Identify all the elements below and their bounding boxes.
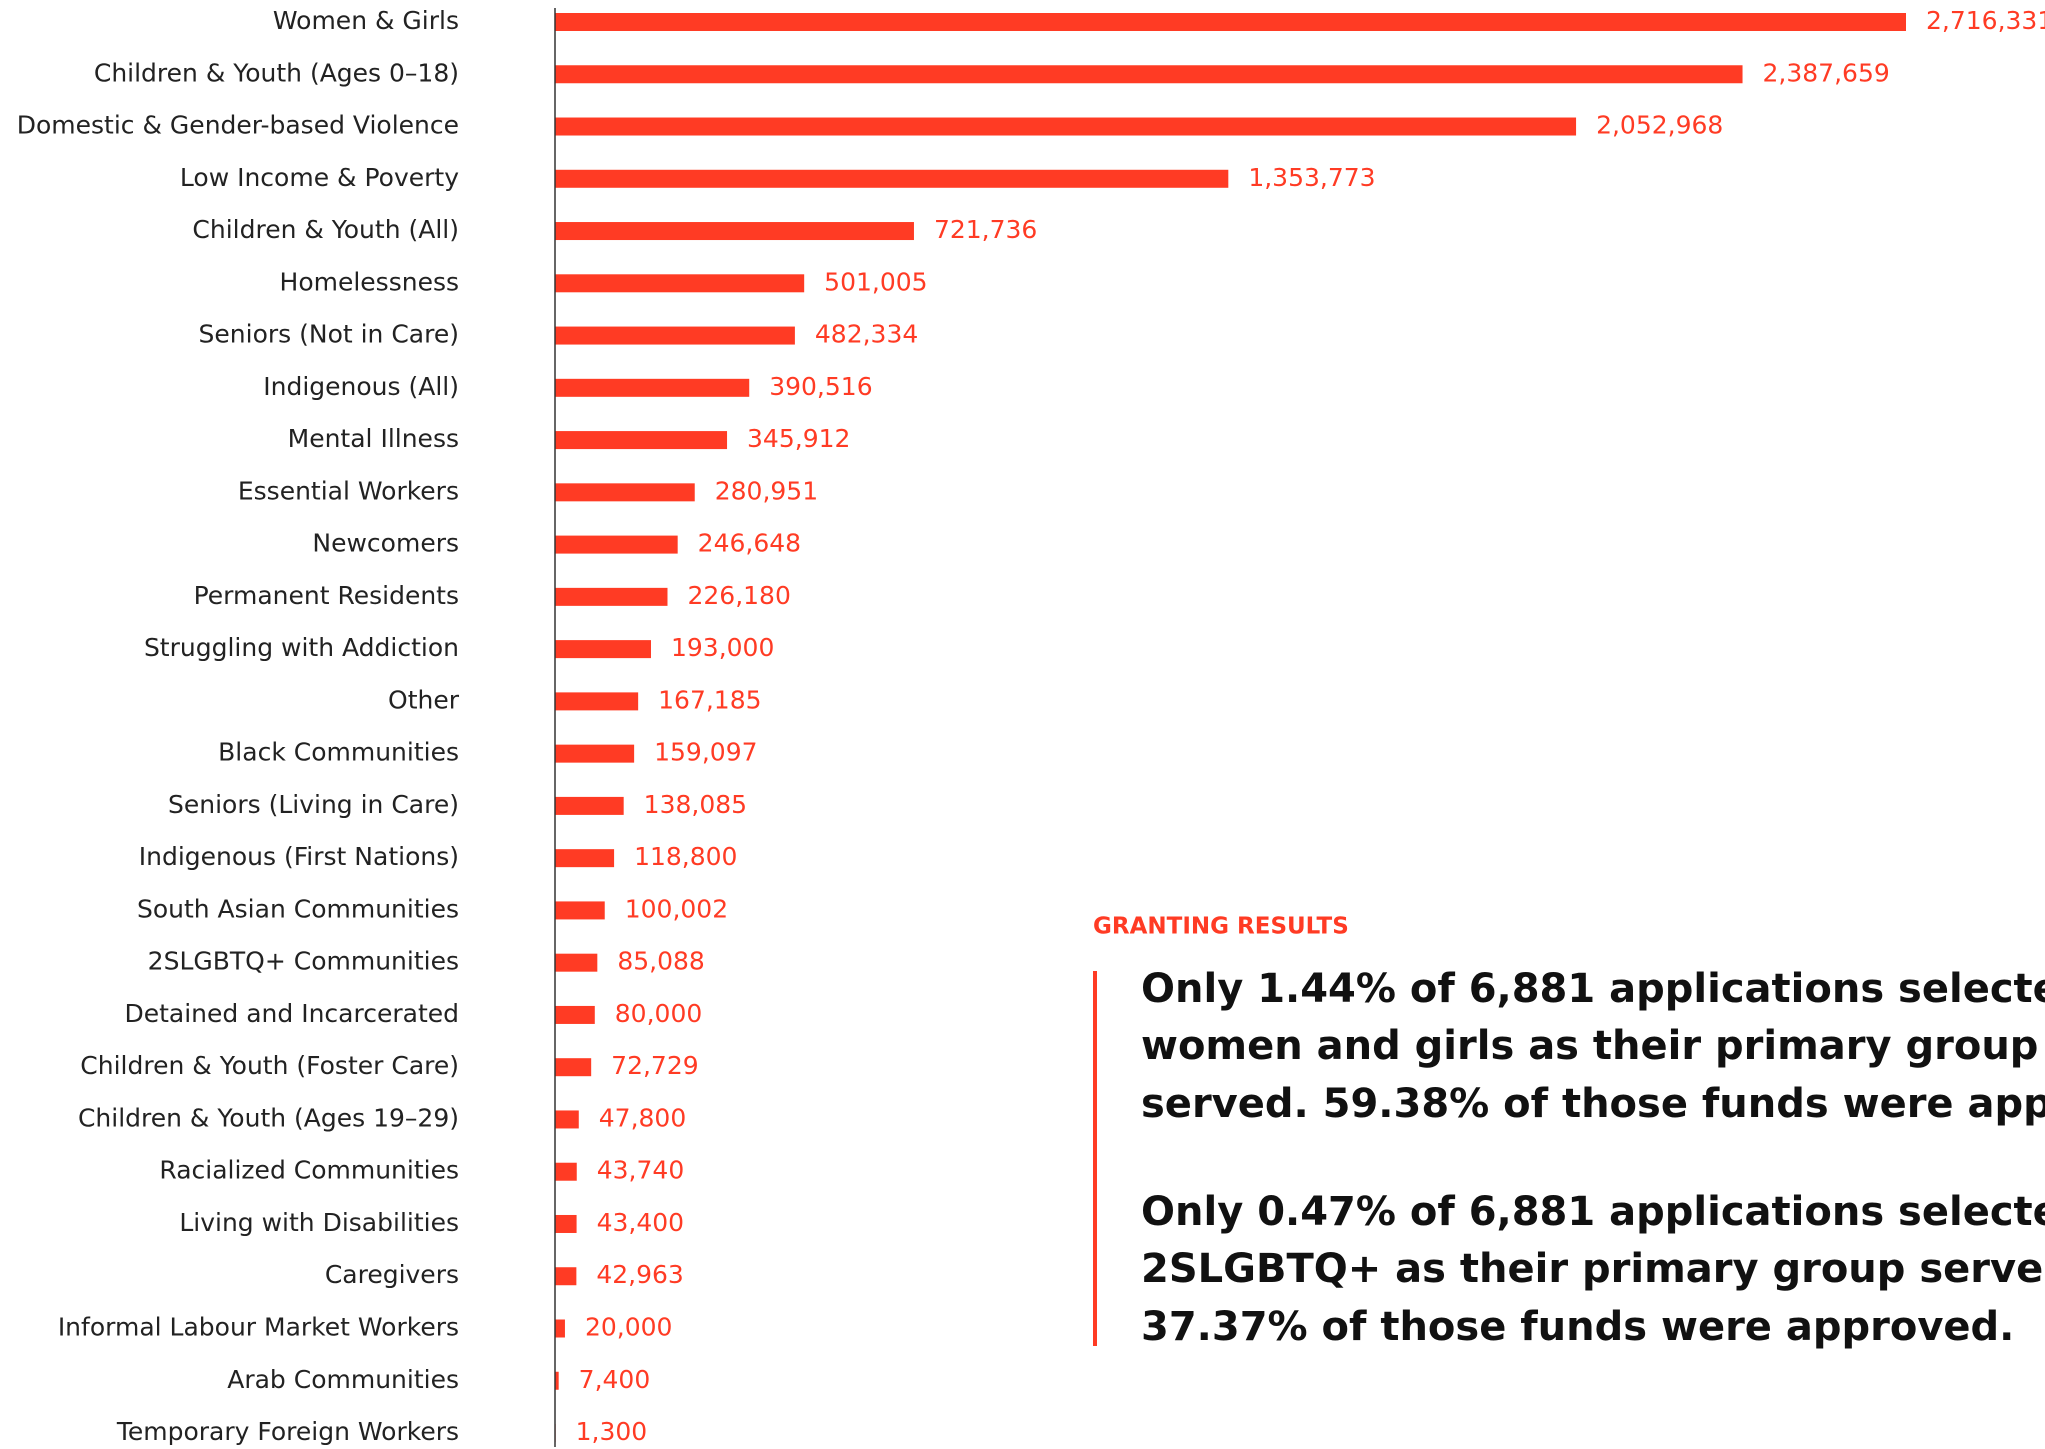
value-label: 482,334: [815, 320, 918, 349]
category-label: Children & Youth (Foster Care): [80, 1051, 459, 1080]
category-label: South Asian Communities: [137, 894, 459, 923]
category-label: Domestic & Gender-based Violence: [17, 111, 459, 140]
value-label: 20,000: [585, 1313, 672, 1342]
value-label: 159,097: [654, 738, 757, 767]
annotation-heading: GRANTING RESULTS: [1093, 914, 1349, 940]
category-label: 2SLGBTQ+ Communities: [148, 947, 459, 976]
category-label: Seniors (Not in Care): [199, 320, 459, 349]
category-label: Living with Disabilities: [179, 1208, 459, 1237]
category-label: Struggling with Addiction: [144, 633, 459, 662]
category-label: Newcomers: [312, 529, 459, 558]
bar: [555, 169, 1229, 188]
category-label: Indigenous (All): [263, 372, 459, 401]
value-label: 721,736: [934, 215, 1037, 244]
value-label: 80,000: [615, 999, 702, 1028]
value-label: 2,052,968: [1596, 111, 1723, 140]
value-label: 390,516: [769, 372, 872, 401]
bar: [555, 1319, 565, 1338]
value-label: 85,088: [617, 947, 704, 976]
bar: [555, 849, 615, 868]
bar: [555, 431, 728, 450]
category-label: Informal Labour Market Workers: [58, 1313, 459, 1342]
bar: [555, 222, 914, 241]
bar: [555, 1058, 592, 1077]
bar: [555, 1005, 595, 1024]
category-label: Other: [388, 685, 460, 714]
value-label: 2,387,659: [1763, 58, 1890, 87]
bar: [555, 901, 605, 920]
category-label: Children & Youth (Ages 19–29): [78, 1103, 459, 1132]
category-label: Racialized Communities: [159, 1156, 459, 1185]
category-label: Caregivers: [325, 1260, 459, 1289]
value-label: 100,002: [625, 894, 728, 923]
value-label: 138,085: [644, 790, 747, 819]
bar: [555, 274, 805, 293]
bar: [555, 640, 651, 659]
annotation-line: Only 1.44% of 6,881 applications selecte…: [1141, 966, 2045, 1012]
value-label: 193,000: [671, 633, 774, 662]
value-label: 501,005: [824, 267, 927, 296]
annotation-line: served. 59.38% of those funds were appro…: [1141, 1081, 2045, 1127]
value-label: 43,740: [597, 1156, 684, 1185]
bar: [555, 796, 624, 815]
category-label: Children & Youth (All): [192, 215, 459, 244]
annotation-line: Only 0.47% of 6,881 applications selecte…: [1141, 1189, 2045, 1235]
bar: [555, 744, 635, 763]
annotation-line: 2SLGBTQ+ as their primary group served.: [1141, 1246, 2045, 1292]
bar: [555, 587, 668, 606]
value-label: 2,716,331: [1926, 6, 2045, 35]
bar: [555, 535, 678, 554]
value-label: 167,185: [658, 685, 761, 714]
value-label: 246,648: [698, 529, 801, 558]
bar: [555, 953, 598, 972]
value-label: 118,800: [634, 842, 737, 871]
value-label: 42,963: [596, 1260, 683, 1289]
category-label: Seniors (Living in Care): [168, 790, 459, 819]
value-label: 1,300: [576, 1417, 648, 1446]
value-label: 1,353,773: [1248, 163, 1375, 192]
category-label: Women & Girls: [273, 6, 459, 35]
category-label: Permanent Residents: [194, 581, 459, 610]
value-label: 7,400: [579, 1365, 651, 1394]
bar: [555, 1162, 577, 1181]
value-label: 345,912: [747, 424, 850, 453]
annotation-line: women and girls as their primary group: [1141, 1023, 2038, 1069]
bar: [555, 326, 795, 345]
category-label: Low Income & Poverty: [180, 163, 459, 192]
category-label: Mental Illness: [288, 424, 459, 453]
bar: [555, 13, 1906, 31]
bar: [555, 1110, 579, 1129]
value-label: 226,180: [687, 581, 790, 610]
category-label: Arab Communities: [227, 1365, 459, 1394]
bar: [555, 65, 1743, 84]
value-label: 280,951: [715, 476, 818, 505]
bar: [555, 1214, 577, 1233]
bar: [555, 117, 1577, 136]
category-label: Essential Workers: [238, 476, 459, 505]
value-label: 47,800: [599, 1103, 686, 1132]
category-label: Temporary Foreign Workers: [116, 1417, 459, 1446]
value-label: 72,729: [611, 1051, 698, 1080]
bar: [555, 692, 639, 711]
bar: [555, 1267, 577, 1286]
category-label: Detained and Incarcerated: [124, 999, 459, 1028]
annotation-line: 37.37% of those funds were approved.: [1141, 1304, 2014, 1350]
value-label: 43,400: [597, 1208, 684, 1237]
category-label: Children & Youth (Ages 0–18): [94, 58, 459, 87]
category-label: Black Communities: [218, 738, 459, 767]
category-label: Indigenous (First Nations): [139, 842, 459, 871]
bar: [555, 1371, 559, 1390]
category-label: Homelessness: [280, 267, 459, 296]
bar: [555, 378, 750, 397]
bar: [555, 483, 695, 502]
